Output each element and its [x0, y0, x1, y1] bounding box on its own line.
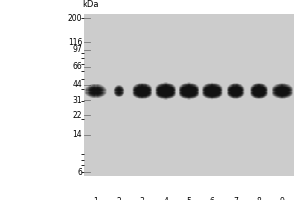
Text: 6: 6 — [210, 197, 215, 200]
Text: 116: 116 — [68, 38, 82, 47]
Text: 14: 14 — [73, 130, 82, 139]
Text: 22: 22 — [73, 111, 82, 120]
Text: 3: 3 — [140, 197, 145, 200]
Text: 4: 4 — [163, 197, 168, 200]
Text: 5: 5 — [187, 197, 191, 200]
Text: 200: 200 — [68, 14, 82, 23]
Text: 9: 9 — [280, 197, 285, 200]
Text: 6: 6 — [77, 168, 82, 177]
Text: 8: 8 — [256, 197, 261, 200]
Text: 7: 7 — [233, 197, 238, 200]
Text: 2: 2 — [117, 197, 122, 200]
Text: 31: 31 — [73, 96, 82, 105]
Text: 44: 44 — [72, 80, 82, 89]
Text: 66: 66 — [72, 62, 82, 71]
Text: kDa: kDa — [82, 0, 99, 9]
Text: 97: 97 — [72, 45, 82, 54]
Text: 1: 1 — [93, 197, 98, 200]
